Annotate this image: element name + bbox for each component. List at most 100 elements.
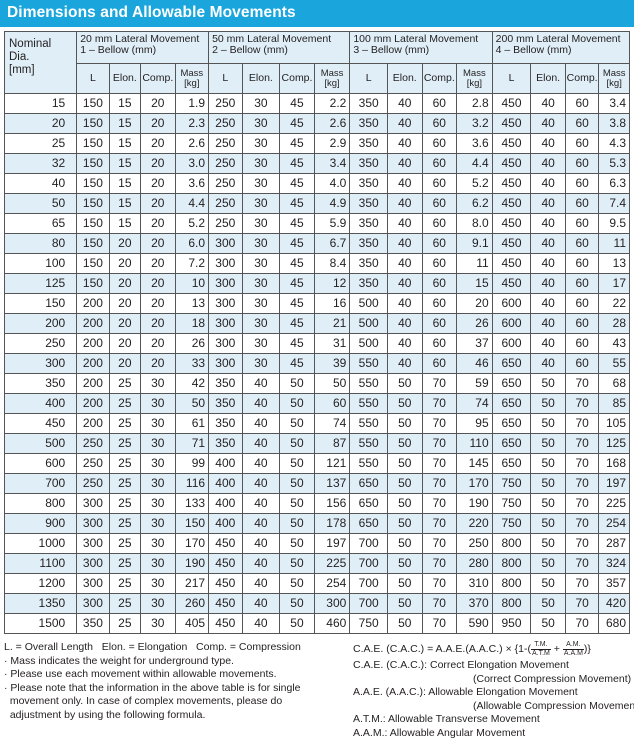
table-cell: 150 xyxy=(76,253,110,274)
table-cell: 550 xyxy=(349,353,388,374)
table-cell: 40 xyxy=(387,113,423,134)
table-cell: 3.8 xyxy=(598,113,630,134)
table-cell: 350 xyxy=(349,173,388,194)
nominal-dia-cell: 1200 xyxy=(3,573,78,594)
table-cell: 400 xyxy=(208,473,243,494)
nominal-dia-cell: 250 xyxy=(3,333,78,354)
table-cell: 300 xyxy=(313,593,351,614)
table-cell: 70 xyxy=(421,493,458,514)
table-row: 20 150 15 20 2.3 250 30 45 2.6 350 40 60 3.2 450 40 60 3… xyxy=(3,113,630,134)
table-cell: 85 xyxy=(598,393,630,414)
table-cell: 350 xyxy=(349,133,388,154)
table-cell: 200 xyxy=(76,293,110,314)
table-cell: 450 xyxy=(491,193,532,214)
table-cell: 300 xyxy=(208,313,243,334)
table-cell: 15 xyxy=(108,173,142,194)
table-cell: 250 xyxy=(208,193,243,214)
table-cell: 550 xyxy=(349,453,388,474)
table-row: 200 200 20 20 18 300 30 45 21 500 40 60 26 600 40 60 28 xyxy=(3,313,630,334)
table-cell: 650 xyxy=(349,493,388,514)
table-cell: 40 xyxy=(241,553,281,574)
table-cell: 50 xyxy=(530,533,566,554)
table-cell: 60 xyxy=(421,233,458,254)
table-cell: 350 xyxy=(349,233,388,254)
table-row: 1000 300 25 30 170 450 40 50 197 700 50 70 250 800 50 7… xyxy=(3,533,630,554)
table-cell: 105 xyxy=(598,413,630,434)
table-cell: 30 xyxy=(241,333,281,354)
table-cell: 200 xyxy=(76,393,110,414)
table-cell: 30 xyxy=(241,173,281,194)
table-cell: 20 xyxy=(456,293,493,314)
table-cell: 30 xyxy=(241,213,281,234)
table-cell: 197 xyxy=(598,473,630,494)
table-cell: 3.4 xyxy=(598,93,630,114)
table-row: 100 150 20 20 7.2 300 30 45 8.4 350 40 60 11 450 40 60 1… xyxy=(3,253,630,274)
table-cell: 40 xyxy=(530,133,566,154)
table-cell: 20 xyxy=(108,333,142,354)
table-row: 150 200 20 20 13 300 30 45 16 500 40 60 20 600 40 60 22 xyxy=(3,293,630,314)
table-cell: 45 xyxy=(279,293,315,314)
table-cell: 8.0 xyxy=(456,213,493,234)
nominal-dia-cell: 450 xyxy=(3,413,78,434)
table-cell: 70 xyxy=(421,593,458,614)
table-cell: 45 xyxy=(279,133,315,154)
nominal-dia-cell: 200 xyxy=(3,313,78,334)
table-cell: 300 xyxy=(208,273,243,294)
table-cell: 22 xyxy=(598,293,630,314)
table-cell: 70 xyxy=(564,393,600,414)
table-cell: 71 xyxy=(174,433,210,454)
table-cell: 150 xyxy=(76,113,110,134)
table-cell: 70 xyxy=(421,453,458,474)
table-cell: 3.2 xyxy=(456,113,493,134)
nominal-dia-cell: 150 xyxy=(3,293,78,314)
table-cell: 650 xyxy=(349,513,388,534)
table-cell: 50 xyxy=(387,393,423,414)
table-cell: 30 xyxy=(140,473,176,494)
legend-notes: L. = Overall Length Elon. = Elongation C… xyxy=(4,641,301,722)
table-cell: 50 xyxy=(279,473,315,494)
table-cell: 6.7 xyxy=(313,233,351,254)
table-row: 1500 350 25 30 405 450 40 50 460 750 50 70 590 950 50 7… xyxy=(3,613,630,634)
group-bellow-label: 4 – Bellow (mm) xyxy=(495,44,572,56)
table-cell: 37 xyxy=(456,333,493,354)
table-cell: 15 xyxy=(108,113,142,134)
table-cell: 28 xyxy=(598,313,630,334)
nominal-dia-cell: 32 xyxy=(3,153,78,174)
table-cell: 50 xyxy=(279,513,315,534)
group-header: 100 mm Lateral Movement 3 – Bellow (mm) xyxy=(349,31,493,64)
table-cell: 450 xyxy=(491,133,532,154)
nominal-dia-cell: 800 xyxy=(3,493,78,514)
table-cell: 70 xyxy=(564,613,600,634)
table-cell: 60 xyxy=(421,253,458,274)
table-cell: 30 xyxy=(140,533,176,554)
table-row: 15 150 15 20 1.9 250 30 45 2.2 350 40 60 2.8 450 40 60 3… xyxy=(3,93,630,114)
table-cell: 3.6 xyxy=(456,133,493,154)
table-cell: 137 xyxy=(313,473,351,494)
table-cell: 9.1 xyxy=(456,233,493,254)
table-cell: 60 xyxy=(564,353,600,374)
table-cell: 650 xyxy=(491,413,532,434)
nominal-dia-cell: 65 xyxy=(3,213,78,234)
table-cell: 450 xyxy=(491,153,532,174)
table-cell: 450 xyxy=(491,113,532,134)
column-header: L xyxy=(491,63,532,94)
table-cell: 40 xyxy=(387,353,423,374)
table-cell: 15 xyxy=(456,273,493,294)
table-cell: 45 xyxy=(279,313,315,334)
abbreviation-line: C.A.E. (C.A.C.): Correct Elongation Move… xyxy=(353,659,569,671)
table-cell: 30 xyxy=(241,353,281,374)
table-cell: 39 xyxy=(313,353,351,374)
nominal-dia-cell: 900 xyxy=(3,513,78,534)
table-cell: 5.9 xyxy=(313,213,351,234)
table-cell: 55 xyxy=(598,353,630,374)
table-cell: 50 xyxy=(387,433,423,454)
table-cell: 20 xyxy=(108,253,142,274)
mass-column-header: Mass [kg] xyxy=(313,63,351,94)
table-cell: 300 xyxy=(208,293,243,314)
table-cell: 70 xyxy=(564,533,600,554)
table-cell: 13 xyxy=(174,293,210,314)
column-header: Comp. xyxy=(421,63,458,94)
table-cell: 20 xyxy=(140,233,176,254)
table-cell: 50 xyxy=(530,553,566,574)
table-cell: 60 xyxy=(564,253,600,274)
